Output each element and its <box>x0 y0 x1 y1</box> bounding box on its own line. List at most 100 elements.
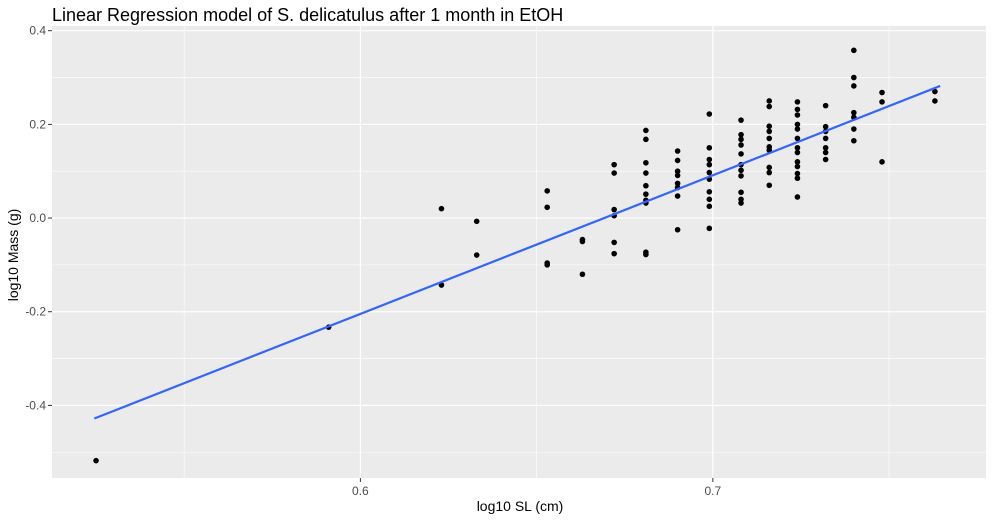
data-point <box>879 159 885 165</box>
y-tick-label: 0.4 <box>29 24 46 38</box>
data-point <box>438 205 445 212</box>
data-point <box>822 144 829 151</box>
data-point <box>766 169 773 176</box>
y-axis-ticks: -0.4 -0.2 0.0 0.2 0.4 <box>25 24 52 412</box>
data-point <box>473 252 480 258</box>
data-point <box>674 168 681 175</box>
data-point <box>738 173 744 179</box>
data-point <box>544 262 550 268</box>
data-point <box>643 170 649 176</box>
data-point <box>706 111 713 117</box>
data-point <box>794 170 801 177</box>
data-point <box>932 88 938 95</box>
data-point <box>706 203 713 210</box>
data-point <box>851 74 857 81</box>
data-point <box>851 126 857 132</box>
data-point <box>611 250 617 257</box>
data-point <box>822 156 829 163</box>
data-point <box>611 206 617 213</box>
data-point <box>643 159 649 166</box>
data-point <box>738 151 744 157</box>
data-point <box>674 172 681 179</box>
data-point <box>851 83 857 89</box>
data-point <box>643 136 649 143</box>
regression-line-group <box>93 84 941 420</box>
data-point <box>738 200 744 206</box>
data-point <box>643 127 649 134</box>
data-point <box>611 161 617 168</box>
data-point <box>794 112 801 118</box>
data-point <box>822 102 829 109</box>
data-point <box>579 238 586 245</box>
data-point <box>473 218 480 225</box>
data-point <box>794 159 801 165</box>
data-point <box>738 136 744 143</box>
data-point <box>706 144 713 151</box>
x-axis-label: log10 SL (cm) <box>476 498 564 514</box>
x-tick-label: 0.6 <box>352 484 369 498</box>
data-point <box>766 164 773 171</box>
data-point <box>674 157 681 164</box>
data-point <box>674 148 681 154</box>
data-point <box>794 194 801 200</box>
x-tick-label: 0.7 <box>705 484 722 498</box>
data-point <box>794 106 801 113</box>
data-point <box>706 189 713 195</box>
data-point <box>674 226 681 233</box>
data-point <box>643 182 649 189</box>
data-point <box>794 121 801 128</box>
data-point <box>643 191 649 197</box>
data-point <box>794 135 801 142</box>
data-point <box>851 137 857 144</box>
data-point <box>794 126 801 132</box>
data-point <box>794 149 801 156</box>
data-point <box>822 149 829 156</box>
data-point <box>674 193 681 199</box>
data-points <box>93 47 938 464</box>
chart-title: Linear Regression model of S. delicatulu… <box>52 5 564 25</box>
data-point <box>706 156 713 163</box>
data-point <box>932 98 938 104</box>
data-point <box>706 196 713 203</box>
data-point <box>851 47 857 54</box>
data-point <box>611 170 617 176</box>
data-point <box>766 182 773 189</box>
data-point <box>822 135 829 142</box>
y-tick-label: 0.0 <box>29 211 46 225</box>
data-point <box>738 142 744 148</box>
data-point <box>766 135 773 142</box>
y-tick-label: -0.4 <box>25 398 46 412</box>
data-point <box>766 128 773 135</box>
data-point <box>766 98 773 104</box>
data-point <box>738 189 744 196</box>
data-point <box>794 163 801 170</box>
data-point <box>766 123 773 130</box>
data-point <box>579 271 586 278</box>
x-axis-ticks: 0.6 0.7 <box>352 478 722 498</box>
regression-line <box>93 84 941 420</box>
major-gridlines <box>52 26 986 478</box>
data-point <box>879 89 885 96</box>
data-point <box>738 117 744 123</box>
data-point <box>738 131 744 138</box>
data-point <box>706 161 713 168</box>
data-point <box>851 109 857 116</box>
y-tick-label: 0.2 <box>29 117 46 131</box>
data-point <box>822 123 829 130</box>
data-point <box>879 99 885 105</box>
data-point <box>544 204 550 211</box>
data-point <box>544 188 550 194</box>
y-tick-label: -0.2 <box>25 305 46 319</box>
data-point <box>706 225 713 232</box>
data-point <box>93 457 99 464</box>
data-point <box>794 144 801 151</box>
data-point <box>611 239 617 246</box>
data-point <box>794 99 801 105</box>
data-point <box>766 103 773 110</box>
data-point <box>674 180 681 187</box>
minor-gridlines <box>52 26 986 478</box>
data-point <box>738 167 744 174</box>
data-point <box>643 251 649 258</box>
data-point <box>794 175 801 182</box>
